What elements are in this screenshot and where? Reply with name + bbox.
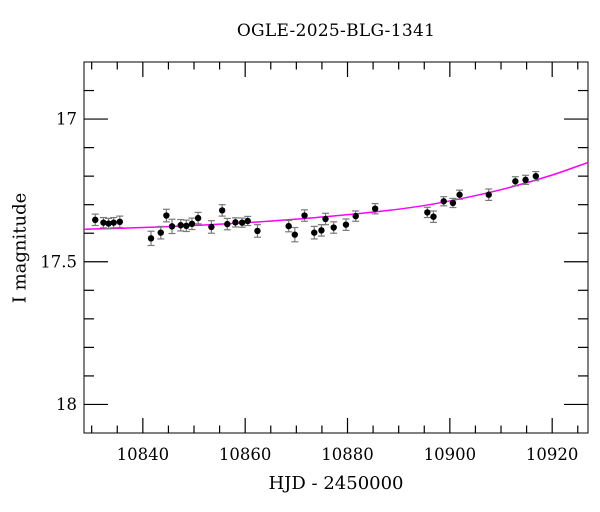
data-point: [208, 223, 215, 231]
data-point: [301, 212, 308, 219]
y-tick-label: 17: [56, 110, 77, 129]
x-tick-label: 10880: [321, 445, 374, 464]
data-points: [92, 172, 540, 242]
data-point: [254, 227, 261, 235]
data-point: [177, 222, 184, 229]
y-tick-label: 18: [56, 395, 77, 414]
data-point: [532, 172, 540, 180]
data-point: [311, 229, 318, 236]
model-curve: [83, 161, 589, 230]
data-point: [100, 219, 107, 226]
data-point: [330, 224, 337, 231]
x-tick-label: 10900: [424, 445, 477, 464]
data-point: [218, 207, 226, 214]
axis-ticks: [84, 62, 588, 433]
x-tick-label: 10860: [219, 445, 272, 464]
data-point: [449, 199, 457, 207]
data-point: [157, 229, 164, 236]
x-tick-label: 10920: [526, 445, 579, 464]
data-point: [147, 235, 155, 242]
data-point: [163, 212, 170, 219]
data-point: [318, 227, 325, 234]
data-point: [188, 220, 196, 228]
data-point: [322, 215, 329, 223]
x-axis-title: HJD - 2450000: [268, 473, 404, 494]
data-point: [512, 178, 519, 185]
data-point: [430, 213, 437, 220]
data-point: [232, 219, 239, 226]
data-point: [92, 216, 99, 224]
data-point: [194, 214, 202, 222]
data-point: [244, 217, 251, 225]
data-point: [105, 220, 112, 227]
data-point: [485, 191, 492, 198]
data-point: [424, 209, 431, 216]
data-point: [352, 212, 359, 220]
y-tick-label: 17.5: [40, 252, 77, 271]
data-point: [522, 176, 529, 184]
data-point: [291, 231, 299, 238]
data-point: [183, 222, 190, 230]
data-point: [342, 221, 350, 228]
data-point: [116, 218, 124, 226]
data-point: [110, 219, 117, 226]
data-point: [456, 191, 463, 198]
data-point: [238, 219, 246, 226]
data-point: [285, 222, 292, 230]
data-point: [168, 223, 176, 230]
data-point: [440, 198, 447, 205]
chart-title: OGLE-2025-BLG-1341: [236, 21, 436, 41]
data-point: [371, 205, 379, 212]
plot-frame: [83, 61, 589, 434]
x-tick-label: 10840: [117, 445, 170, 464]
data-point: [224, 220, 231, 228]
tick-labels: 10840 10860 10880 10900 10920 17 17.5 18: [40, 110, 578, 464]
